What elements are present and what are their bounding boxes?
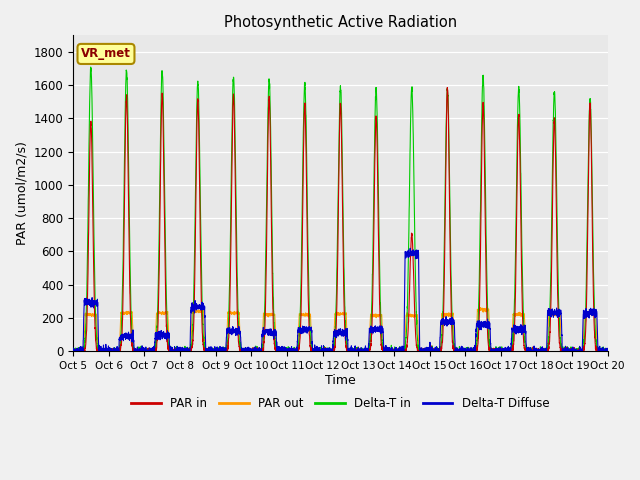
Legend: PAR in, PAR out, Delta-T in, Delta-T Diffuse: PAR in, PAR out, Delta-T in, Delta-T Dif… [127,392,554,415]
Title: Photosynthetic Active Radiation: Photosynthetic Active Radiation [224,15,457,30]
Y-axis label: PAR (umol/m2/s): PAR (umol/m2/s) [15,141,28,245]
Text: VR_met: VR_met [81,48,131,60]
X-axis label: Time: Time [325,374,356,387]
